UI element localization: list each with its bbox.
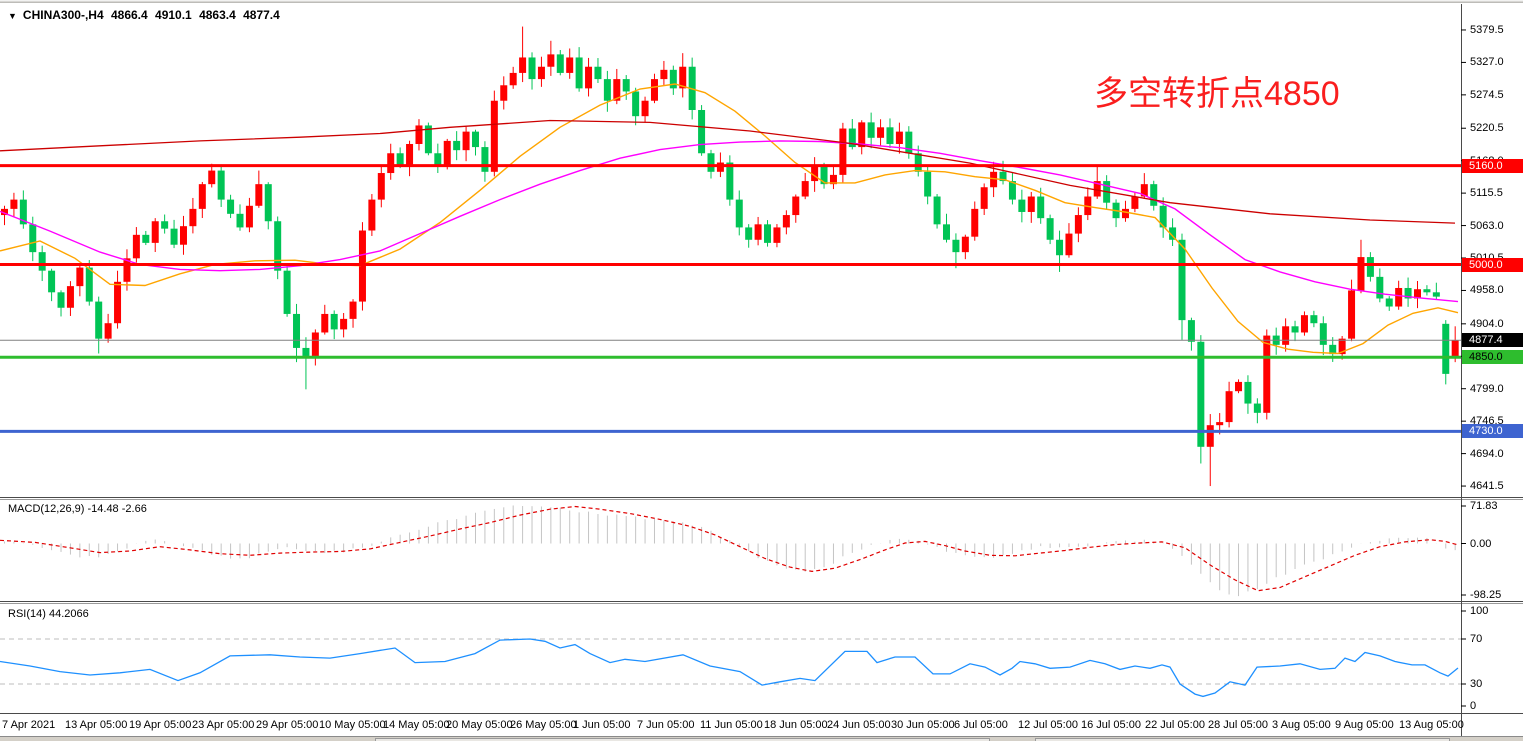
- chart-title: ▼ CHINA300-,H4 4866.4 4910.1 4863.4 4877.…: [8, 8, 284, 22]
- price-axis-tick-label: 4641.5: [1470, 480, 1504, 493]
- macd-panel-label: MACD(12,26,9) -14.48 -2.66: [8, 503, 147, 515]
- ohlc-close: 4877.4: [243, 8, 280, 22]
- symbol-timeframe-label: CHINA300-,H4: [22, 8, 104, 22]
- price-tag-5000.0: 5000.0: [1462, 257, 1523, 272]
- price-tag-4730.0: 4730.0: [1462, 424, 1523, 439]
- time-axis-label: 12 Jul 05:00: [1018, 719, 1078, 731]
- time-axis-label: 29 Apr 05:00: [256, 719, 319, 731]
- rsi-axis-tick-label: 30: [1470, 678, 1483, 690]
- time-axis-label: 30 Jun 05:00: [891, 719, 955, 731]
- time-axis-label: 11 Jun 05:00: [700, 719, 763, 731]
- price-axis-tick-label: 5379.5: [1470, 23, 1504, 36]
- time-axis-label: 14 May 05:00: [383, 719, 450, 731]
- macd-main-value: -14.48: [87, 503, 119, 515]
- ma-fast-orange: [0, 83, 1459, 355]
- time-axis-label: 7 Jun 05:00: [637, 719, 695, 731]
- price-axis-tick-label: 4904.0: [1470, 317, 1504, 330]
- time-axis-label: 22 Jul 05:00: [1145, 719, 1205, 731]
- level-lines: [0, 164, 1461, 433]
- ma-long-darkred: [0, 119, 1456, 224]
- price-axis-tick-label: 4694.0: [1470, 447, 1504, 460]
- rsi-axis-tick-label: 0: [1470, 700, 1477, 712]
- time-axis-label: 9 Aug 05:00: [1335, 719, 1394, 731]
- time-axis-label: 20 May 05:00: [446, 719, 513, 731]
- time-axis-label: 26 May 05:00: [510, 719, 577, 731]
- rsi-line: [0, 638, 1459, 698]
- macd-axis-tick-label: 0.00: [1470, 537, 1492, 550]
- symbol-dropdown-icon[interactable]: ▼: [8, 11, 17, 21]
- macd-axis-tick-label: -98.25: [1470, 589, 1502, 601]
- macd-axis-tick-label: 71.83: [1470, 500, 1498, 512]
- pivot-annotation-text: 多空转折点4850: [1094, 75, 1340, 113]
- price-tag-4850.0: 4850.0: [1462, 350, 1523, 365]
- rsi-axis-tick-label: 70: [1470, 633, 1483, 645]
- price-tag-5160.0: 5160.0: [1462, 158, 1523, 173]
- time-axis-label: 1 Jun 05:00: [573, 719, 631, 731]
- price-axis-tick-label: 4746.5: [1470, 415, 1504, 428]
- time-axis-label: 28 Jul 05:00: [1208, 719, 1268, 731]
- window-top-edge: [0, 0, 1523, 3]
- ohlc-low: 4863.4: [199, 8, 236, 22]
- price-axis-tick-label: 4958.0: [1470, 284, 1504, 297]
- price-axis-tick-label: 5063.0: [1470, 219, 1504, 232]
- time-axis-label: 6 Jul 05:00: [954, 719, 1008, 731]
- time-axis-label: 13 Apr 05:00: [65, 719, 128, 731]
- macd-histogram: [4, 505, 1456, 597]
- ohlc-high: 4910.1: [155, 8, 192, 22]
- time-axis-label: 24 Jun 05:00: [827, 719, 891, 731]
- price-axis-tick-label: 5115.5: [1470, 187, 1503, 200]
- background-window-edge: [375, 738, 990, 741]
- price-axis-tick-label: 5327.0: [1470, 56, 1504, 69]
- time-axis-label: 13 Aug 05:00: [1399, 719, 1464, 731]
- time-axis-label: 18 Jun 05:00: [764, 719, 828, 731]
- rsi-panel-label: RSI(14) 44.2066: [8, 608, 89, 620]
- ma-slow-magenta: [0, 140, 1459, 303]
- ohlc-open: 4866.4: [110, 8, 148, 22]
- time-axis-label: 16 Jul 05:00: [1081, 719, 1141, 731]
- rsi-level-lines: [0, 638, 1461, 685]
- macd-signal-value: -2.66: [121, 503, 147, 515]
- time-axis-label: 3 Aug 05:00: [1272, 719, 1331, 731]
- time-axis-label: 23 Apr 05:00: [192, 719, 255, 731]
- time-axis-label: 7 Apr 2021: [2, 719, 56, 731]
- price-axis-tick-label: 4799.0: [1470, 382, 1504, 395]
- background-window-edge: [1035, 738, 1450, 741]
- price-tag-4877.4: 4877.4: [1462, 333, 1523, 348]
- price-axis-tick-label: 5274.5: [1470, 88, 1504, 101]
- bottom-window-edge: [0, 736, 1523, 741]
- macd-signal-line: [0, 505, 1459, 592]
- price-axis-tick-label: 5220.5: [1470, 122, 1504, 135]
- rsi-value: 44.2066: [48, 608, 89, 620]
- time-axis-label: 19 Apr 05:00: [129, 719, 192, 731]
- rsi-axis-tick-label: 100: [1470, 605, 1489, 617]
- axis-tick-marks: [1461, 29, 1466, 707]
- time-axis-label: 10 May 05:00: [319, 719, 386, 731]
